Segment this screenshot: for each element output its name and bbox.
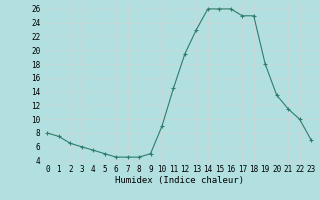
X-axis label: Humidex (Indice chaleur): Humidex (Indice chaleur) [115,176,244,185]
